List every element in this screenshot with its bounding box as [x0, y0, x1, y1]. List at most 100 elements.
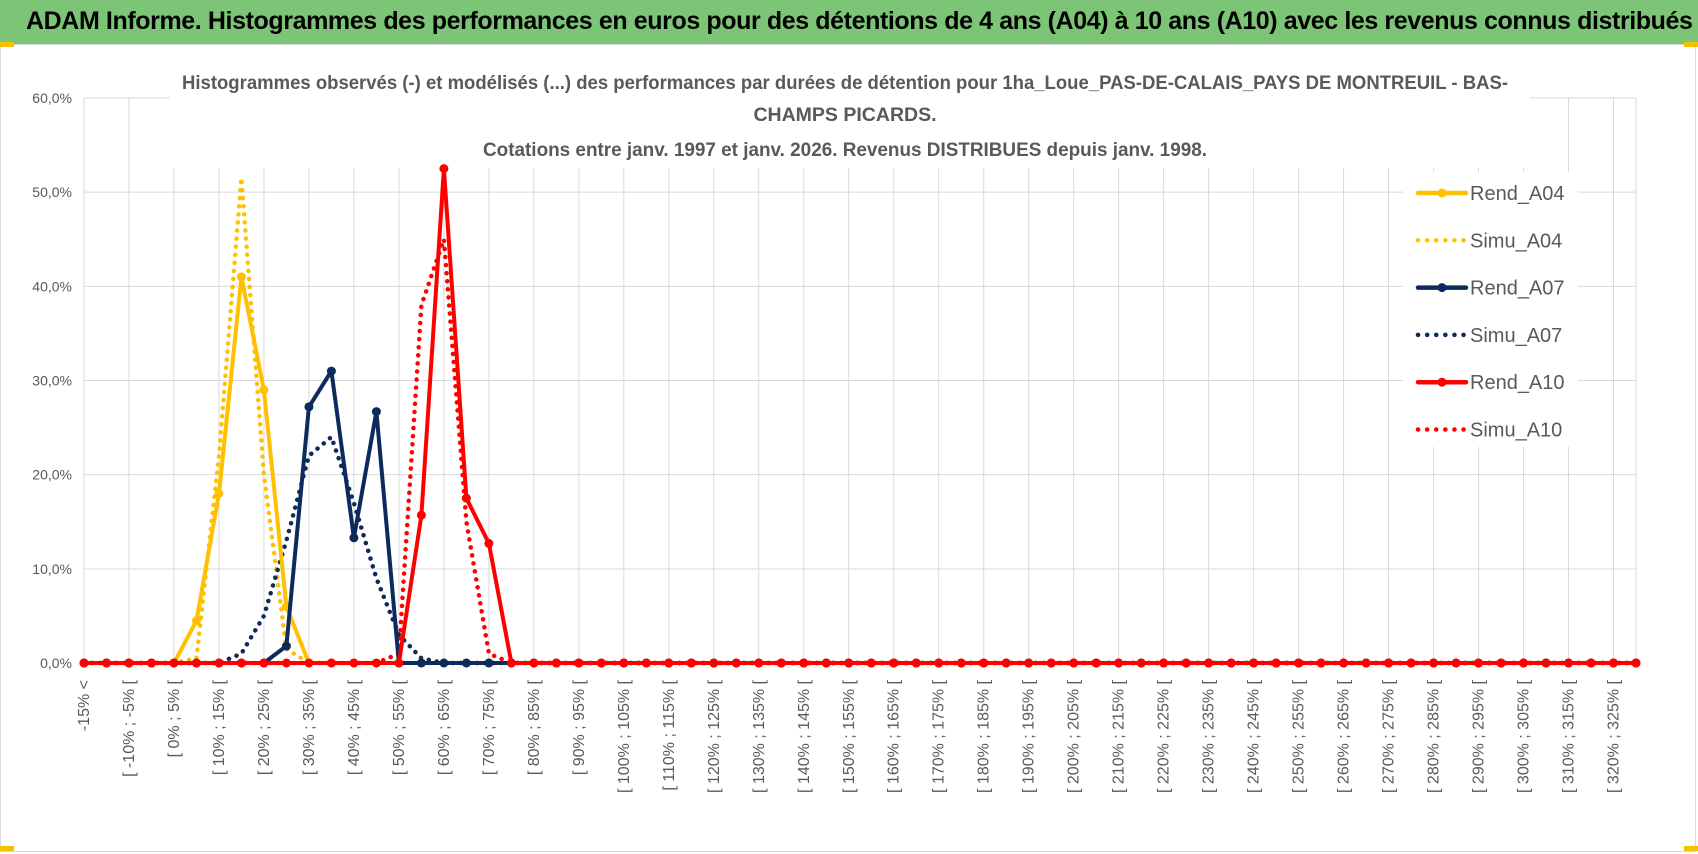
- x-tick-label: [ 190% ; 195% [: [1021, 679, 1038, 793]
- data-point: [1159, 658, 1169, 668]
- data-point: [1001, 658, 1011, 668]
- x-tick-label: [ 220% ; 225% [: [1156, 679, 1173, 793]
- data-point: [1609, 658, 1619, 668]
- data-point: [349, 658, 359, 668]
- data-point: [281, 641, 291, 651]
- data-point: [101, 658, 111, 668]
- data-point: [439, 658, 449, 668]
- data-point: [416, 658, 426, 668]
- corner-mark: [0, 846, 14, 851]
- data-point: [1046, 658, 1056, 668]
- legend-label: Rend_A10: [1470, 372, 1565, 394]
- x-tick-label: [ 290% ; 295% [: [1471, 679, 1488, 793]
- legend-marker: [1437, 377, 1447, 387]
- data-point: [416, 510, 426, 520]
- data-point: [1474, 658, 1484, 668]
- x-tick-label: [ 50% ; 55% [: [391, 679, 408, 775]
- data-point: [304, 658, 314, 668]
- data-point: [1226, 658, 1236, 668]
- x-tick-label: [ 110% ; 115% [: [661, 679, 678, 790]
- data-point: [169, 658, 179, 668]
- data-point: [506, 658, 516, 668]
- x-tick-label: [ 270% ; 275% [: [1381, 679, 1398, 793]
- data-point: [574, 658, 584, 668]
- x-tick-label: [ 30% ; 35% [: [301, 679, 318, 775]
- x-tick-label: [ 120% ; 125% [: [706, 679, 723, 793]
- data-point: [664, 658, 674, 668]
- x-tick-label: [ 310% ; 315% [: [1561, 679, 1578, 793]
- x-tick-label: [ 180% ; 185% [: [976, 679, 993, 793]
- chart-area-frame: [0, 44, 1696, 852]
- y-tick-label: 60,0%: [32, 90, 72, 106]
- x-tick-label: [ 100% ; 105% [: [616, 679, 633, 793]
- data-point: [1361, 658, 1371, 668]
- data-point: [326, 366, 336, 376]
- data-point: [191, 616, 201, 626]
- legend-label: Simu_A07: [1470, 325, 1562, 347]
- series-simu-a07: [81, 434, 1639, 666]
- data-point: [214, 489, 224, 498]
- x-tick-label: [ 90% ; 95% [: [571, 679, 588, 775]
- data-point: [641, 658, 651, 668]
- data-point: [686, 658, 696, 668]
- series-line: [82, 166, 1638, 665]
- data-point: [979, 658, 989, 668]
- data-point: [799, 658, 809, 668]
- x-tick-label: [ 300% ; 305% [: [1516, 679, 1533, 793]
- corner-mark: [1684, 846, 1698, 851]
- data-point: [484, 658, 494, 668]
- data-point: [956, 658, 966, 668]
- chart-legend: Rend_A04 Simu_A04 Rend_A07 Simu_A07 Rend_A10…: [1403, 172, 1578, 447]
- data-point: [1496, 658, 1506, 668]
- x-tick-label: [ 200% ; 205% [: [1066, 679, 1083, 793]
- data-point: [1564, 658, 1574, 668]
- corner-mark: [0, 42, 14, 47]
- data-point: [821, 658, 831, 668]
- data-point: [1406, 658, 1416, 668]
- data-point: [1271, 658, 1281, 668]
- data-point: [236, 272, 246, 282]
- data-point: [1249, 658, 1259, 668]
- report-title: ADAM Informe. Histogrammes des performan…: [26, 7, 1693, 35]
- x-tick-label: [ -10% ; -5% [: [121, 679, 138, 776]
- data-point: [214, 658, 224, 668]
- chart-title: Histogrammes observés (-) et modélisés (…: [170, 66, 1530, 168]
- chart-title-line: Histogrammes observés (-) et modélisés (…: [182, 72, 1508, 94]
- data-point: [1339, 658, 1349, 668]
- legend-label: Simu_A04: [1470, 230, 1562, 252]
- x-tick-label: [ 160% ; 165% [: [886, 679, 903, 793]
- data-point: [844, 658, 854, 668]
- data-point: [461, 658, 471, 668]
- data-point: [1069, 658, 1079, 668]
- data-point: [461, 493, 471, 503]
- x-tick-label: [ 150% ; 155% [: [841, 679, 858, 793]
- data-point: [304, 402, 314, 412]
- x-tick-label: [ 40% ; 45% [: [346, 679, 363, 775]
- data-point: [1541, 658, 1551, 668]
- data-point: [79, 658, 89, 668]
- data-point: [1451, 658, 1461, 668]
- legend-label: Rend_A07: [1470, 278, 1565, 300]
- data-point: [191, 658, 201, 668]
- data-point: [349, 533, 359, 543]
- data-point: [1294, 658, 1304, 668]
- data-point: [911, 658, 921, 668]
- data-point: [619, 658, 629, 668]
- y-tick-label: 30,0%: [32, 373, 72, 389]
- y-axis-labels: 0,0% 10,0% 20,0% 30,0% 40,0% 50,0% 60,0%: [32, 90, 72, 671]
- legend-label: Simu_A10: [1470, 420, 1562, 442]
- data-point: [889, 658, 899, 668]
- chart-title-line: Cotations entre janv. 1997 et janv. 2026…: [483, 139, 1207, 161]
- data-point: [1181, 658, 1191, 668]
- data-point: [754, 658, 764, 668]
- legend-marker: [1437, 283, 1447, 293]
- x-tick-label: [ 70% ; 75% [: [481, 679, 498, 775]
- x-tick-label: [ 60% ; 65% [: [436, 679, 453, 775]
- report-banner: ADAM Informe. Histogrammes des performan…: [0, 0, 1698, 44]
- data-point: [1114, 658, 1124, 668]
- x-tick-label: [ 80% ; 85% [: [526, 679, 543, 775]
- x-tick-label: [ 0% ; 5% [: [166, 679, 183, 757]
- y-tick-label: 20,0%: [32, 467, 72, 483]
- data-point: [1091, 658, 1101, 668]
